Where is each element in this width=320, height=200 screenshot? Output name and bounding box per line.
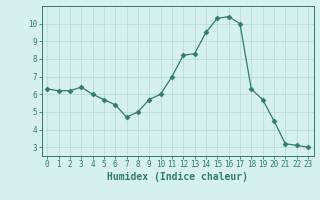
X-axis label: Humidex (Indice chaleur): Humidex (Indice chaleur) (107, 172, 248, 182)
